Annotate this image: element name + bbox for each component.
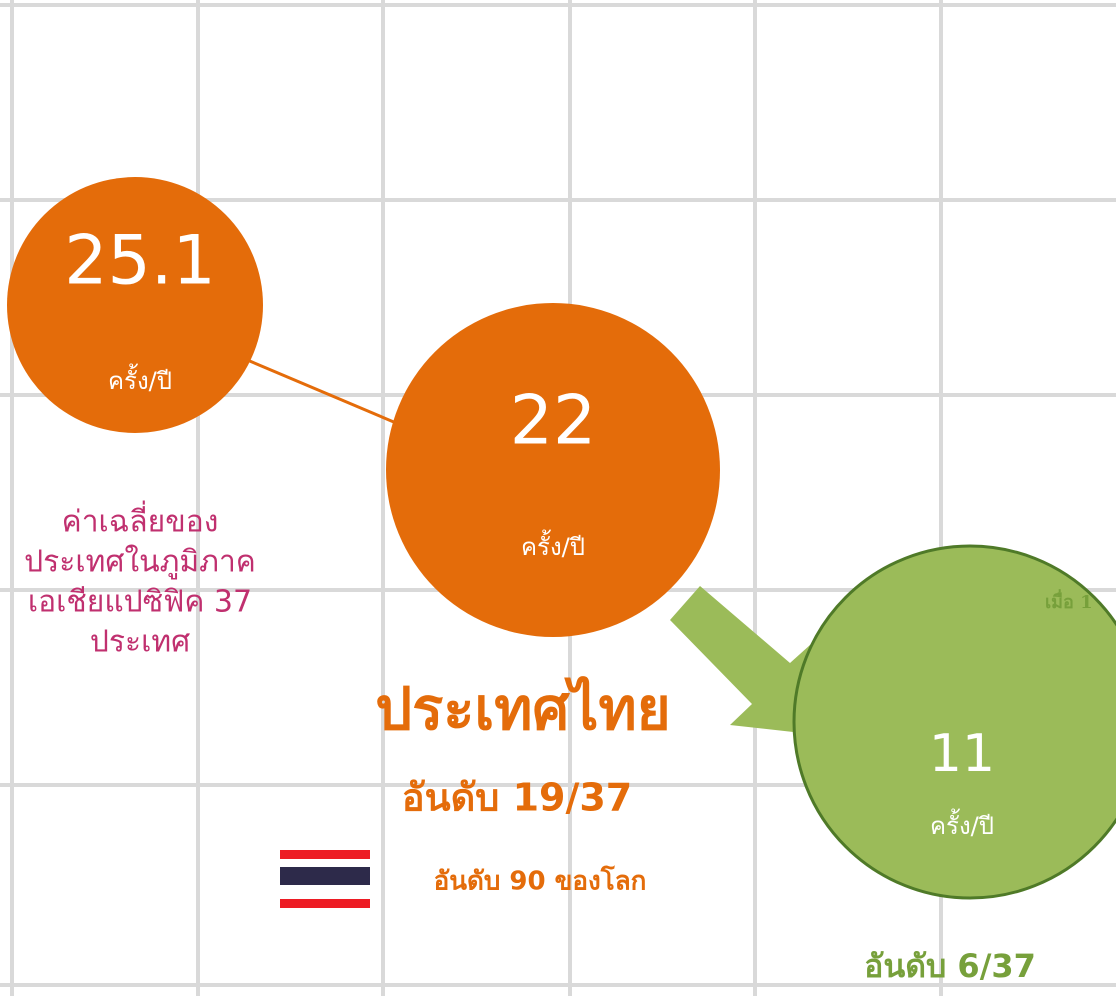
world-rank: อันดับ 90 ของโลก — [434, 865, 647, 897]
note-line: ค่าเฉลี่ยของ — [62, 501, 219, 540]
circle-target — [792, 544, 1116, 900]
region-note: ค่าเฉลี่ยของ ประเทศในภูมิภาค เอเชียแปซิฟ… — [24, 501, 256, 660]
country-title: ประเทศไทย — [375, 675, 670, 743]
thai-flag — [280, 850, 370, 908]
circle-regional-average — [7, 177, 263, 433]
region-rank: อันดับ 19/37 — [402, 776, 632, 820]
circle-value: 22 — [510, 382, 597, 461]
arrow — [670, 586, 820, 735]
side-note: เมื่อ 1 — [1045, 589, 1093, 613]
circle-unit: ครั้ง/ปี — [108, 363, 172, 395]
circle-unit: ครั้ง/ปี — [930, 808, 994, 840]
note-line: ประเทศ — [90, 625, 190, 660]
target-rank: อันดับ 6/37 — [864, 947, 1036, 985]
circle-value: 11 — [929, 724, 995, 784]
note-line: ประเทศในภูมิภาค — [24, 545, 256, 580]
note-line: เอเชียแปซิฟิค 37 — [28, 585, 252, 620]
circle-thailand — [386, 303, 720, 637]
circle-unit: ครั้ง/ปี — [521, 529, 585, 561]
circle-value: 25.1 — [64, 222, 215, 301]
